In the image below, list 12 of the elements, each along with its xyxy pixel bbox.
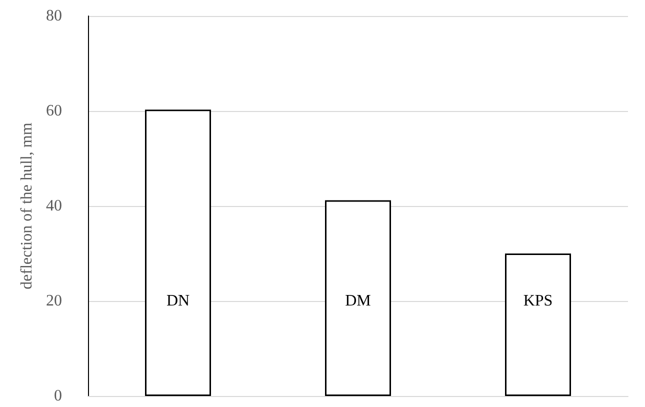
y-tick-label: 20 [46, 292, 62, 310]
bar [325, 200, 391, 396]
y-tick-label: 80 [46, 8, 62, 24]
x-tick-label: KPS [523, 292, 553, 310]
x-tick-label: DN [166, 292, 190, 310]
bar [505, 254, 571, 396]
y-axis-title: deflection of the hull, mm [18, 122, 36, 290]
bar [145, 110, 211, 396]
y-tick-label: 40 [46, 198, 62, 214]
x-tick-label: DM [345, 292, 371, 310]
y-tick-label: 60 [46, 102, 62, 120]
y-tick-label: 0 [54, 388, 62, 404]
